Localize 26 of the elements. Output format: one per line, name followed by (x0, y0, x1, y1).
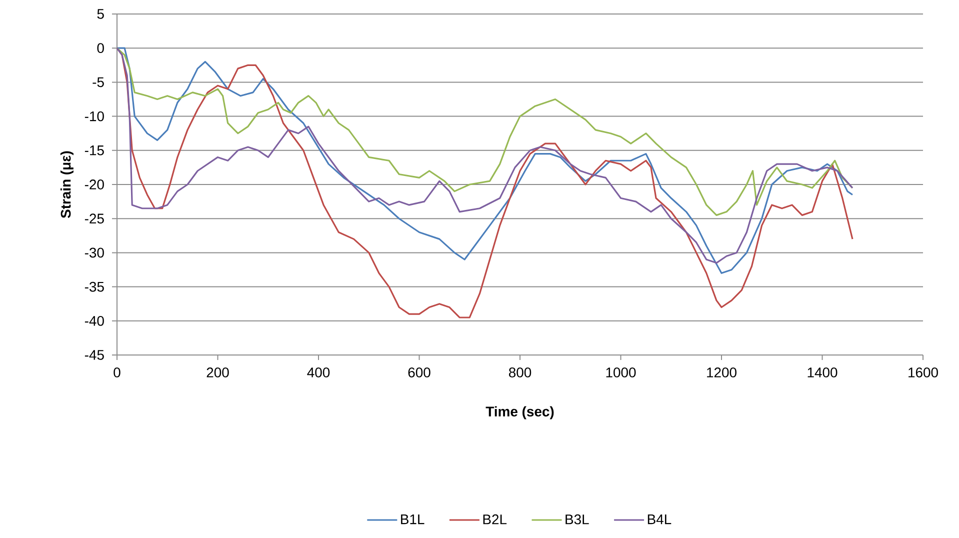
x-tick-label: 1000 (606, 368, 636, 378)
legend-label: B4L (648, 514, 672, 524)
x-tick-label: 0 (114, 368, 120, 378)
y-tick-label: -45 (84, 350, 104, 360)
x-tick-label: 600 (408, 368, 430, 378)
y-tick-label: -40 (84, 316, 104, 326)
x-tick-label: 800 (508, 368, 532, 378)
y-tick-label: -35 (84, 282, 104, 292)
y-tick-label: -25 (84, 214, 104, 224)
x-tick-label: 1600 (908, 368, 938, 378)
y-tick-label: -10 (84, 111, 104, 122)
x-tick-label: 400 (307, 368, 330, 378)
x-tick-label: 1400 (808, 368, 838, 378)
y-tick-label: -20 (84, 180, 104, 190)
y-tick-label: -30 (84, 248, 104, 258)
x-axis-title: Time (sec) (486, 406, 554, 420)
x-tick-label: 200 (206, 368, 229, 378)
y-tick-label: 5 (97, 9, 104, 19)
y-tick-label: -15 (84, 146, 104, 156)
x-tick-label: 1200 (707, 368, 736, 378)
legend-label: B3L (566, 514, 589, 524)
legend-label: B1L (401, 514, 424, 524)
y-axis-title: Strain (με) (60, 151, 74, 218)
y-tick-label: 0 (97, 43, 104, 54)
legend-label: B2L (483, 514, 507, 524)
y-tick-label: -5 (92, 77, 104, 88)
